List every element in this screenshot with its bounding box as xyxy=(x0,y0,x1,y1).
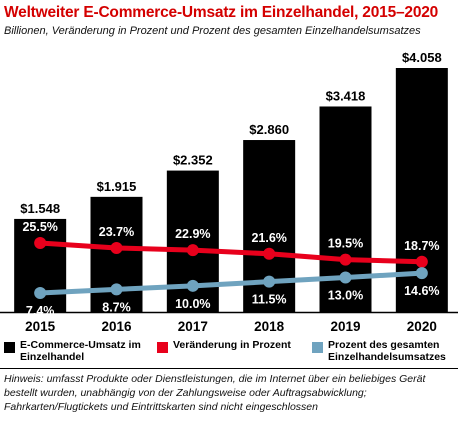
change-label-2015: 25.5% xyxy=(22,220,57,234)
bar-label-2015: $1.548 xyxy=(20,201,60,216)
legend-label-change: Veränderung in Prozent xyxy=(173,339,291,351)
combo-chart: $1.548 $1.915 $2.352 $2.860 $3.418 $4.058 25.5… xyxy=(0,50,458,334)
share-label-2017: 10.0% xyxy=(175,297,210,311)
share-line xyxy=(37,270,425,296)
bar-label-2018: $2.860 xyxy=(249,122,289,137)
change-point-2016 xyxy=(110,241,123,254)
change-label-2019: 19.5% xyxy=(328,237,363,251)
x-tick-label-2015: 2015 xyxy=(25,319,56,334)
share-point-2020 xyxy=(415,267,428,280)
bar-label-2019: $3.418 xyxy=(326,88,366,103)
bar-label-2017: $2.352 xyxy=(173,153,213,168)
x-tick-label-2016: 2016 xyxy=(101,319,132,334)
legend-item-share: Prozent des gesamten Einzelhandelsumsatz… xyxy=(312,339,456,363)
chart-subtitle: Billionen, Veränderung in Prozent und Pr… xyxy=(4,25,421,37)
share-point-2018 xyxy=(263,275,276,288)
legend-label-ecommerce: E-Commerce-Umsatz im Einzelhandel xyxy=(20,339,141,363)
change-point-2018 xyxy=(263,247,276,260)
share-point-2015 xyxy=(34,287,47,299)
legend-swatch-change xyxy=(157,342,168,353)
x-tick-label-2017: 2017 xyxy=(178,319,208,334)
legend-item-ecommerce: E-Commerce-Umsatz im Einzelhandel xyxy=(4,339,144,363)
legend-item-change: Veränderung in Prozent xyxy=(157,339,307,353)
share-label-2019: 13.0% xyxy=(328,289,363,303)
bar-label-2016: $1.915 xyxy=(97,179,137,194)
share-point-2016 xyxy=(110,283,123,296)
legend-swatch-ecommerce xyxy=(4,342,15,353)
share-label-2018: 11.5% xyxy=(252,293,287,307)
x-tick-label-2020: 2020 xyxy=(407,319,437,334)
bar-label-2020: $4.058 xyxy=(402,50,442,65)
change-line xyxy=(37,240,425,265)
chart-legend: E-Commerce-Umsatz im Einzelhandel Veränd… xyxy=(0,339,458,369)
change-label-2017: 22.9% xyxy=(175,227,210,241)
footnote: Hinweis: umfasst Produkte oder Dienstlei… xyxy=(4,373,426,413)
legend-swatch-share xyxy=(312,342,323,353)
change-point-2017 xyxy=(186,244,199,257)
share-label-2020: 14.6% xyxy=(404,284,439,298)
change-point-2015 xyxy=(34,237,47,249)
share-label-2016: 8.7% xyxy=(102,300,131,314)
share-point-2019 xyxy=(339,271,352,284)
legend-label-share: Prozent des gesamten Einzelhandelsumsatz… xyxy=(328,339,446,363)
x-tick-label-2019: 2019 xyxy=(330,319,360,334)
change-label-2016: 23.7% xyxy=(99,225,134,239)
change-label-2018: 21.6% xyxy=(251,231,286,245)
change-point-2020 xyxy=(415,255,428,268)
chart-title: Weltweiter E-Commerce-Umsatz im Einzelha… xyxy=(4,4,439,21)
share-label-2015: 7.4% xyxy=(26,304,55,318)
change-label-2020: 18.7% xyxy=(404,239,439,253)
note-divider xyxy=(0,368,458,369)
change-point-2019 xyxy=(339,253,352,266)
share-point-2017 xyxy=(186,279,199,292)
x-tick-label-2018: 2018 xyxy=(254,319,285,334)
